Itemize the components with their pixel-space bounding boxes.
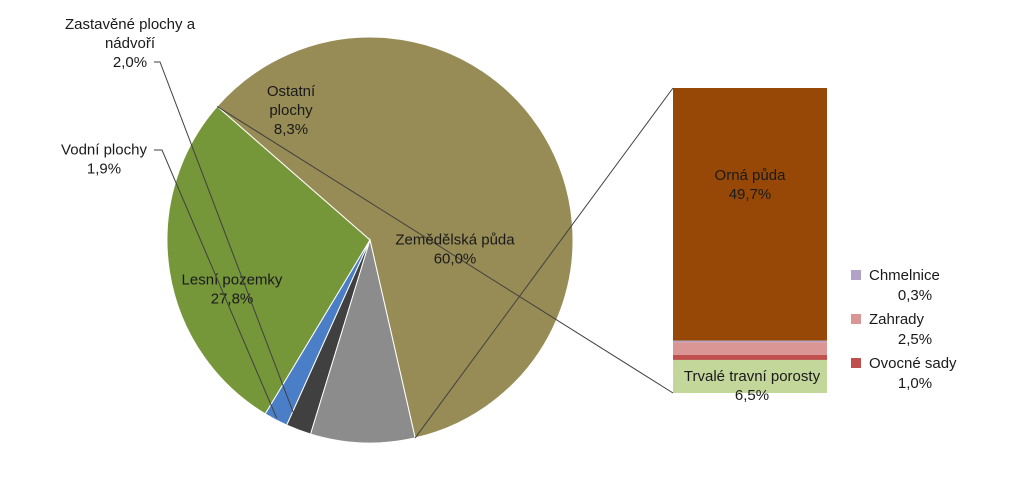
leader-line-vodni-plochy — [154, 149, 278, 419]
pie-label-zemedelska-puda-line: 60,0% — [434, 251, 477, 268]
pie-label-vodni-plochy-line: 1,9% — [87, 161, 121, 178]
bar-segment-orna-puda — [673, 88, 827, 341]
pie-label-zastavene-plochy-a-nadvori-line: nádvoří — [105, 35, 156, 52]
pie-slice-ostatni-plochy — [309, 238, 416, 444]
leader-line-zastavene-plochy-a-nadvori — [154, 61, 300, 429]
legend-label-ovocne-sady: Ovocné sady — [869, 355, 957, 372]
legend-value-chmelnice: 0,3% — [898, 287, 932, 304]
pie-label-vodni-plochy: Vodní plochy 1,9% — [61, 142, 147, 178]
pie-label-lesni-pozemky: Lesní pozemky 27,8% — [182, 272, 283, 308]
legend-value-zahrady: 2,5% — [898, 331, 932, 348]
bar-label-trvale-travni-porosty: Trvalé travní porosty 6,5% — [684, 368, 821, 404]
bar-segment-ovocne-sady — [673, 354, 827, 360]
bar-label-trvale-travni-porosty-line: Trvalé travní porosty — [684, 368, 821, 385]
pie-label-ostatni-plochy: Ostatní plochy 8,3% — [267, 83, 316, 138]
pie-label-ostatni-plochy-line: plochy — [269, 102, 313, 119]
pie-label-lesni-pozemky-line: 27,8% — [211, 291, 254, 308]
bar-label-orna-puda-line: Orná půda — [715, 167, 787, 184]
pie-label-zastavene-plochy-a-nadvori: Zastavěné plochy a nádvoří 2,0% — [65, 16, 196, 71]
legend-swatch-zahrady — [851, 314, 861, 324]
pie-label-ostatni-plochy-line: 8,3% — [274, 121, 308, 138]
breakdown-bar — [673, 88, 827, 393]
legend-label-chmelnice: Chmelnice — [869, 267, 940, 284]
pie-label-ostatni-plochy-line: Ostatní — [267, 83, 316, 100]
legend-value-ovocne-sady: 1,0% — [898, 375, 932, 392]
legend-swatch-chmelnice — [851, 270, 861, 280]
pie — [166, 36, 574, 444]
bar-segment-chmelnice — [673, 340, 827, 343]
bar-label-orna-puda: Orná půda 49,7% — [715, 167, 787, 203]
pie-label-zastavene-plochy-a-nadvori-line: Zastavěné plochy a — [65, 16, 196, 33]
pie-label-vodni-plochy-line: Vodní plochy — [61, 142, 147, 159]
bar-segment-zahrady — [673, 342, 827, 355]
pie-label-zastavene-plochy-a-nadvori-line: 2,0% — [113, 54, 147, 71]
pie-label-lesni-pozemky-line: Lesní pozemky — [182, 272, 283, 289]
data-labels: Zemědělská půda 60,0% Lesní pozemky 27,8% Vo… — [61, 16, 821, 429]
connector-top — [414, 87, 674, 439]
pie-slice-lesni-pozemky — [166, 105, 371, 415]
pie-label-zemedelska-puda: Zemědělská půda 60,0% — [395, 232, 515, 268]
legend-label-zahrady: Zahrady — [869, 311, 925, 328]
pie-label-zemedelska-puda-line: Zemědělská půda — [395, 232, 515, 249]
connector-lines — [216, 87, 674, 439]
pie-slice-zemedelska-puda — [216, 36, 574, 439]
bar-label-orna-puda-line: 49,7% — [729, 186, 772, 203]
bar-segment-trvale-travni-porosty — [673, 359, 827, 393]
bar-label-trvale-travni-porosty-line: 6,5% — [735, 387, 769, 404]
legend-swatch-ovocne-sady — [851, 358, 861, 368]
connector-bottom — [216, 106, 674, 394]
legend: Chmelnice 0,3% Zahrady 2,5% Ovocné sady 1,0% — [851, 267, 957, 392]
